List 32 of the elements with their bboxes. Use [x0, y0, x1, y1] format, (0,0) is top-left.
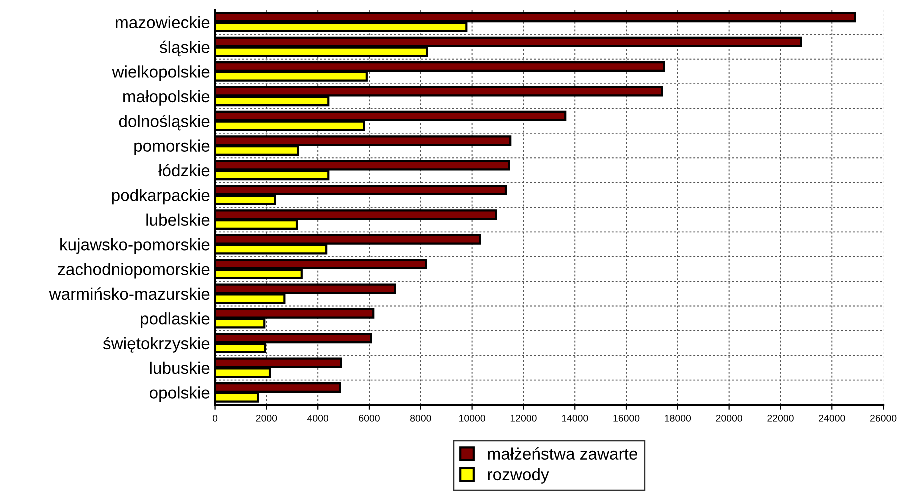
x-tick-label: 18000 [665, 414, 692, 422]
y-tick-label: śląskie [160, 40, 210, 57]
x-tick-label: 4000 [308, 414, 329, 422]
y-tick-label: dolnośląskie [119, 114, 210, 131]
x-tick-label: 26000 [870, 414, 897, 422]
x-tick-label: 6000 [359, 414, 380, 422]
y-tick-label: świętokrzyskie [103, 337, 210, 353]
y-tick-label: małopolskie [124, 90, 210, 106]
y-tick-label: podlaskie [141, 312, 210, 328]
y-tick-label: pomorskie [134, 140, 210, 156]
x-tick-label: 10000 [460, 414, 486, 422]
legend-label: małżeństwa zawarte [488, 448, 638, 460]
y-tick-label: podkarpackie [112, 189, 210, 205]
x-tick-label: 12000 [510, 414, 537, 422]
y-tick-label: opolskie [150, 386, 210, 402]
legend-label: rozwody [488, 468, 550, 484]
y-tick-label: lubuskie [150, 362, 210, 374]
x-tick-label: 16000 [614, 414, 640, 422]
y-tick-label: łódzkie [158, 164, 210, 177]
y-tick-label: kujawsko-pomorskie [60, 238, 210, 254]
x-tick-label: 8000 [410, 414, 432, 422]
y-tick-label: mazowieckie [116, 16, 210, 29]
x-tick-label: 0 [212, 414, 218, 422]
y-tick-label: lubelskie [146, 214, 210, 226]
x-tick-label: 2000 [256, 414, 278, 422]
x-tick-label: 22000 [768, 414, 794, 422]
y-tick-label: warmińsko-mazurskie [49, 288, 210, 300]
y-tick-label: zachodniopomorskie [58, 263, 210, 279]
y-tick-label: wielkopolskie [112, 66, 210, 82]
x-tick-label: 24000 [819, 414, 846, 422]
x-tick-label: 14000 [562, 414, 588, 422]
x-tick-label: 20000 [716, 414, 742, 422]
